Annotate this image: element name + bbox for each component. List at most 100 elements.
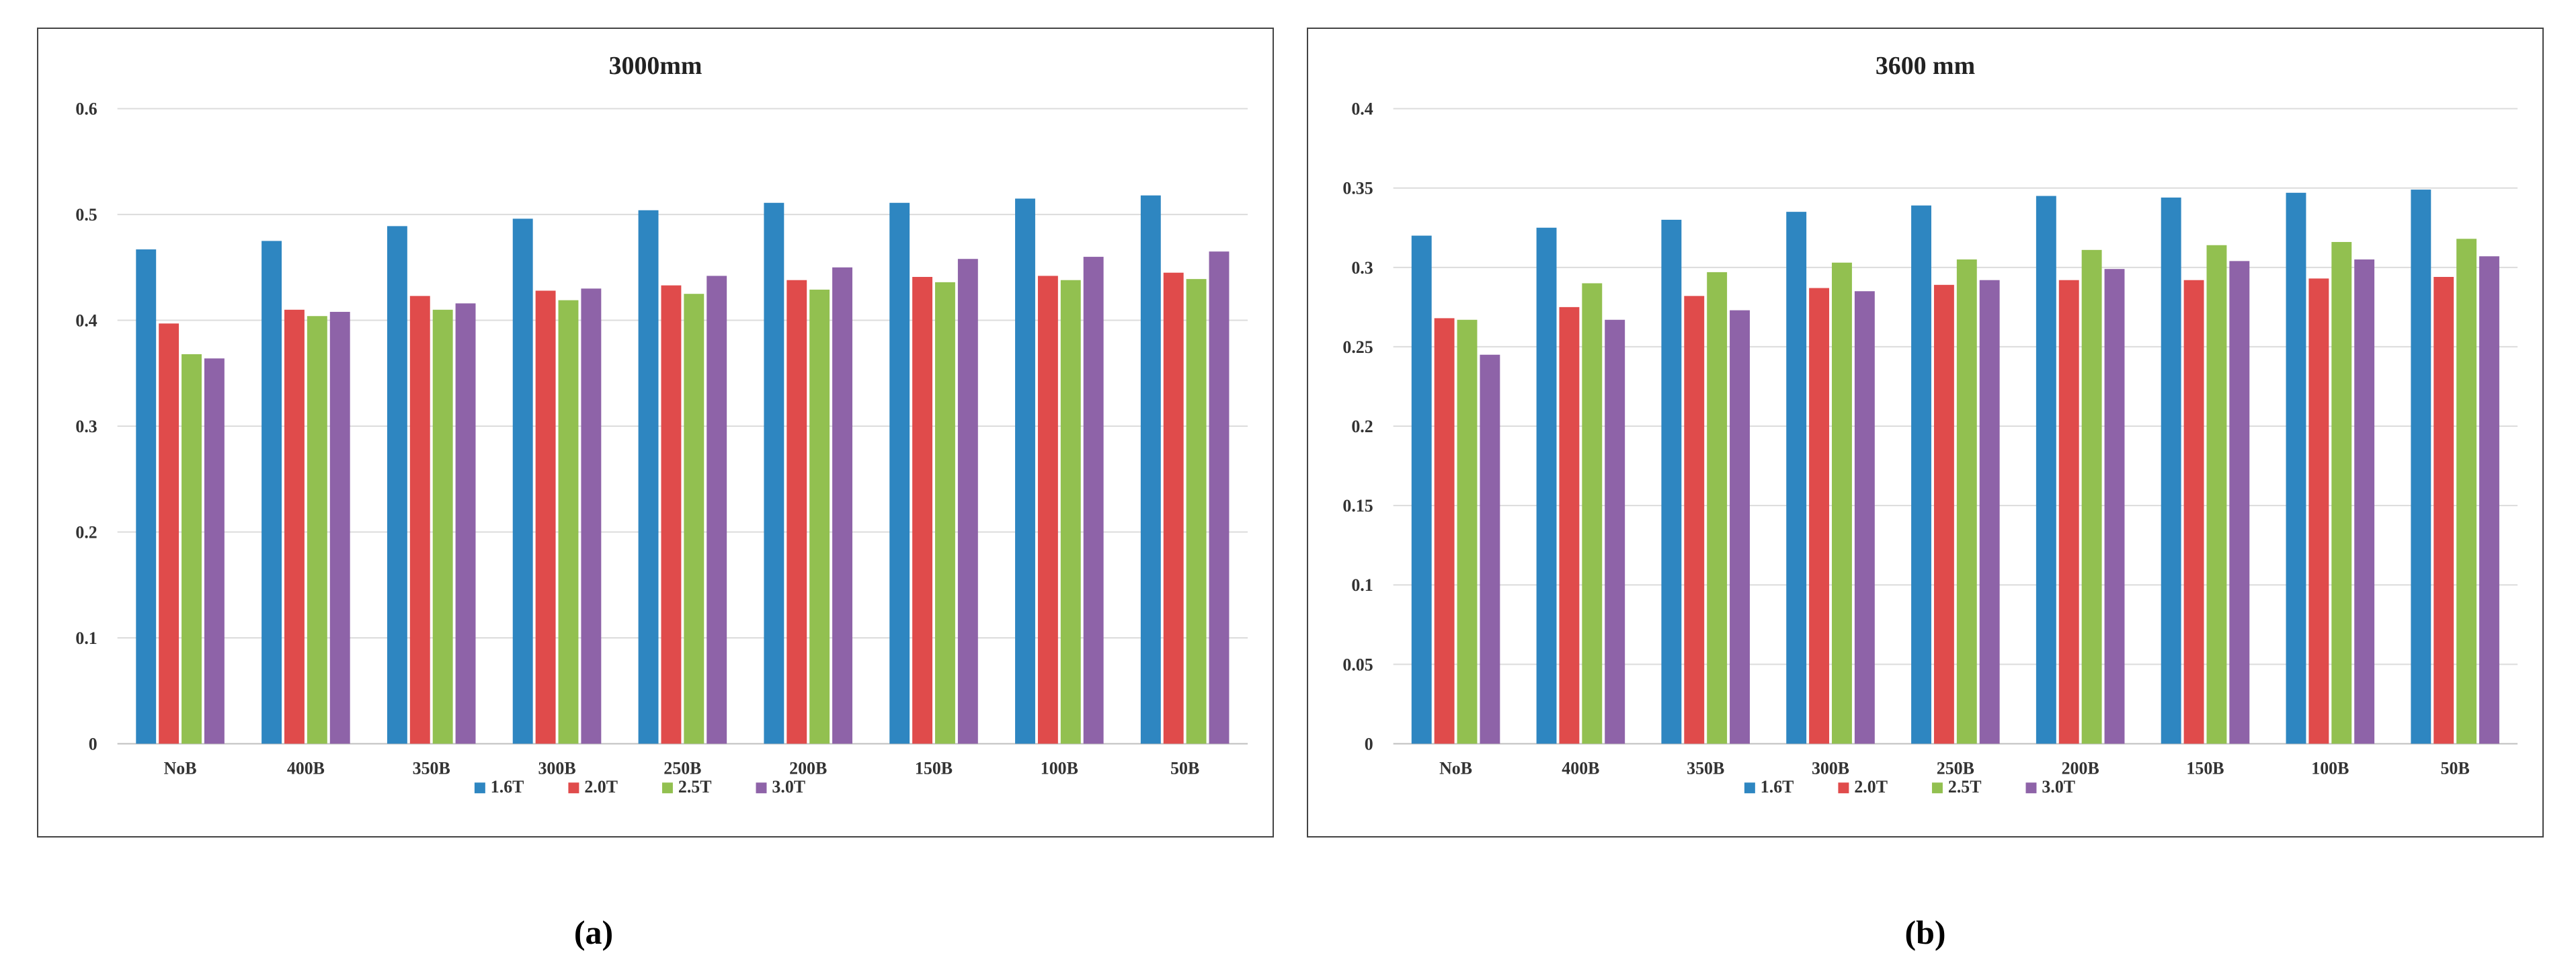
bar-1.6T-NoB: [1411, 235, 1432, 744]
bar-2.0T-NoB: [1434, 318, 1455, 744]
bar-3.0T-350B: [1730, 310, 1750, 744]
bar-2.0T-50B: [1163, 272, 1184, 744]
y-tick-label: 0: [89, 734, 97, 753]
x-tick-label: 100B: [1041, 758, 1078, 778]
bar-2.5T-250B: [684, 294, 705, 744]
legend-label: 1.6T: [1761, 777, 1794, 797]
bar-3.0T-350B: [455, 303, 476, 744]
x-tick-label: NoB: [1439, 758, 1472, 778]
bar-1.6T-150B: [2161, 197, 2181, 744]
bar-3.0T-400B: [1605, 319, 1625, 744]
x-tick-label: 200B: [2062, 758, 2099, 778]
bar-2.0T-350B: [1684, 296, 1705, 744]
bar-2.0T-200B: [787, 280, 807, 744]
bar-1.6T-200B: [2036, 196, 2056, 744]
legend-label: 2.5T: [1948, 777, 1982, 797]
legend-label: 1.6T: [491, 777, 524, 797]
bar-3.0T-50B: [1209, 251, 1230, 744]
y-tick-label: 0.6: [75, 99, 97, 119]
legend-label: 3.0T: [2042, 777, 2075, 797]
chart-title: 3000mm: [609, 52, 702, 80]
bar-2.0T-350B: [409, 296, 430, 744]
x-tick-label: 250B: [663, 758, 701, 778]
bar-chart-3600mm: 3600 mm 0 0.05 0.1 0.15 0.2 0.25 0.3 0.35 0.4 NoB 4…: [1342, 52, 2518, 797]
bar-2.5T-200B: [809, 289, 830, 744]
y-tick-label: 0.3: [75, 417, 97, 436]
chart-title: 3600 mm: [1876, 52, 1975, 80]
bar-1.6T-250B: [638, 210, 659, 744]
bar-3.0T-100B: [2354, 259, 2375, 744]
bar-1.6T-350B: [1661, 219, 1682, 744]
x-tick-label: 250B: [1937, 758, 1974, 778]
bar-3.0T-300B: [581, 288, 602, 744]
bar-2.5T-300B: [558, 300, 579, 744]
legend-swatch: [1931, 782, 1943, 794]
legend-swatch: [2025, 782, 2037, 794]
bar-2.0T-100B: [2308, 278, 2329, 744]
bar-1.6T-50B: [1140, 195, 1161, 744]
bar-3.0T-300B: [1854, 291, 1875, 744]
bar-1.6T-150B: [889, 202, 910, 744]
bar-1.6T-350B: [387, 226, 407, 744]
y-tick-label: 0: [1365, 734, 1373, 753]
bar-2.0T-250B: [661, 285, 682, 744]
bar-2.0T-300B: [1809, 288, 1830, 744]
bar-3.0T-100B: [1083, 257, 1104, 744]
bar-2.5T-400B: [1582, 283, 1603, 744]
bar-2.5T-150B: [935, 282, 955, 744]
legend-label: 2.0T: [584, 777, 618, 797]
legend-swatch: [1744, 782, 1755, 794]
y-tick-label: 0.15: [1342, 496, 1373, 516]
y-tick-label: 0.05: [1342, 655, 1373, 674]
bar-2.5T-150B: [2206, 245, 2227, 744]
bar-2.0T-200B: [2058, 280, 2079, 744]
y-tick-label: 0.25: [1342, 337, 1373, 357]
x-tick-label: 300B: [1812, 758, 1849, 778]
y-tick-label: 0.2: [1351, 417, 1373, 436]
bar-2.5T-200B: [2081, 249, 2102, 744]
bar-3.0T-NoB: [1480, 354, 1500, 744]
bar-2.5T-100B: [2331, 242, 2352, 744]
legend-label: 3.0T: [772, 777, 805, 797]
x-tick-label: 100B: [2311, 758, 2349, 778]
x-tick-label: 300B: [538, 758, 575, 778]
bar-1.6T-300B: [1786, 212, 1807, 744]
bar-3.0T-NoB: [204, 358, 225, 744]
y-tick-label: 0.1: [75, 628, 97, 648]
x-tick-label: 50B: [1170, 758, 1199, 778]
bar-2.0T-400B: [1559, 307, 1580, 744]
caption-a: (a): [573, 913, 614, 951]
bar-1.6T-NoB: [136, 249, 157, 744]
x-tick-label: 150B: [2186, 758, 2224, 778]
legend-label: 2.5T: [678, 777, 712, 797]
y-tick-label: 0.35: [1342, 179, 1373, 198]
bar-2.5T-350B: [432, 309, 453, 744]
bar-2.5T-350B: [1707, 272, 1728, 744]
bar-2.0T-150B: [2183, 280, 2204, 744]
chart-panel-3000mm: 3000mm 0 0.1 0.2 0.3 0.4 0.5 0.6 NoB 400B 350B 300B…: [37, 28, 1274, 838]
bar-2.0T-NoB: [159, 323, 179, 744]
bar-3.0T-50B: [2479, 256, 2499, 744]
bar-1.6T-300B: [512, 218, 533, 744]
bar-1.6T-100B: [2286, 192, 2306, 744]
bar-2.5T-NoB: [1457, 319, 1478, 744]
caption-b: (b): [1904, 913, 1946, 951]
bar-2.0T-150B: [912, 276, 933, 744]
bar-2.5T-250B: [1956, 259, 1977, 744]
bar-1.6T-50B: [2411, 190, 2431, 744]
x-tick-label: 50B: [2441, 758, 2470, 778]
bar-1.6T-400B: [261, 241, 282, 744]
x-tick-label: 200B: [789, 758, 827, 778]
x-tick-label: 150B: [915, 758, 953, 778]
legend-label: 2.0T: [1854, 777, 1888, 797]
bar-1.6T-250B: [1911, 205, 1931, 744]
bar-3.0T-250B: [1979, 280, 2000, 744]
bar-1.6T-400B: [1536, 227, 1557, 744]
legend-swatch: [1838, 782, 1849, 794]
bar-3.0T-150B: [2229, 261, 2250, 744]
bar-3.0T-250B: [707, 276, 727, 744]
bar-3.0T-200B: [832, 267, 852, 744]
bar-2.0T-300B: [535, 290, 556, 744]
y-tick-label: 0.2: [75, 522, 97, 542]
bar-3.0T-200B: [2104, 269, 2125, 744]
